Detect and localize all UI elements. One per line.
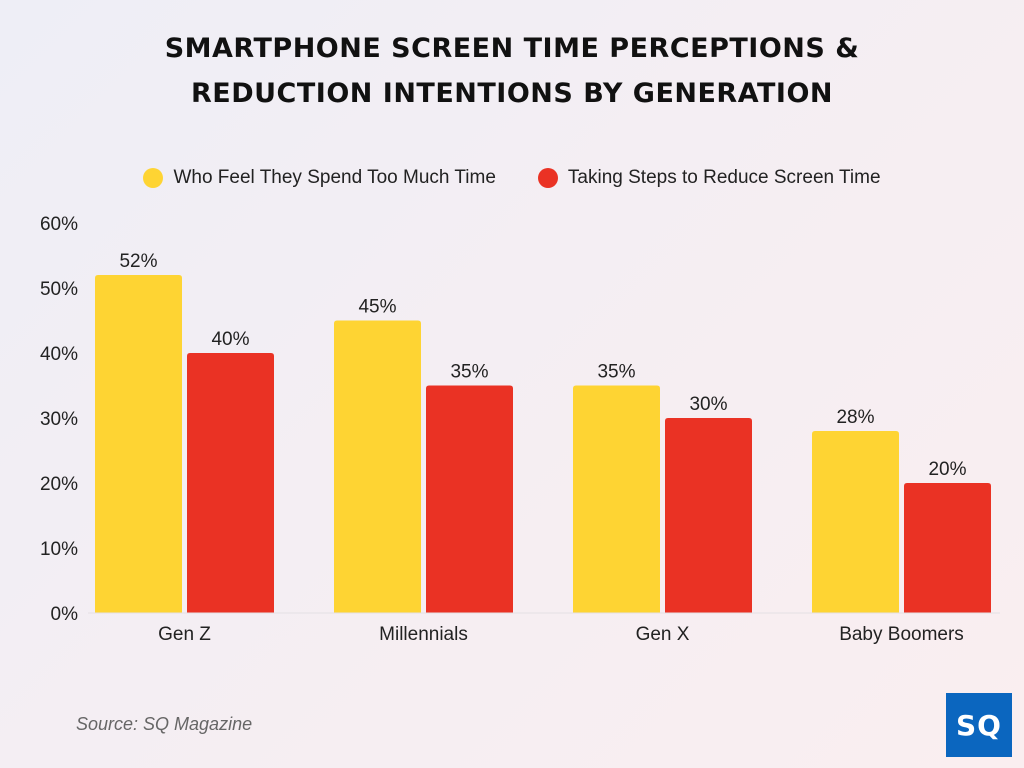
y-tick-label: 10% [40, 539, 78, 560]
y-tick-label: 60% [40, 214, 78, 235]
brand-logo: SQ [946, 693, 1012, 757]
data-label: 52% [119, 251, 157, 272]
chart-legend: Who Feel They Spend Too Much Time Taking… [0, 167, 1024, 189]
source-note: Source: SQ Magazine [76, 714, 253, 734]
data-label: 28% [836, 407, 874, 428]
data-label: 35% [597, 362, 635, 383]
data-label: 30% [689, 394, 727, 415]
bar [812, 431, 899, 613]
x-tick-label: Millennials [379, 624, 468, 645]
chart-title-line-1: SMARTPHONE SCREEN TIME PERCEPTIONS & [164, 33, 860, 64]
x-tick-label: Baby Boomers [839, 624, 964, 645]
data-label: 35% [450, 362, 488, 383]
bar [573, 385, 660, 613]
y-tick-label: 0% [51, 604, 79, 625]
chart-title-line-2: REDUCTION INTENTIONS BY GENERATION [190, 78, 834, 109]
legend-label-series-1: Who Feel They Spend Too Much Time [173, 167, 496, 188]
bar [665, 418, 752, 613]
y-tick-label: 40% [40, 344, 78, 365]
legend-item-series-1: Who Feel They Spend Too Much Time [143, 167, 496, 189]
bar [904, 483, 991, 613]
legend-swatch-series-2 [537, 168, 558, 188]
legend-item-series-2: Taking Steps to Reduce Screen Time [537, 167, 881, 189]
data-label: 45% [358, 297, 396, 318]
bar-chart: 0% 10% 20% 30% 40% 50% 60% 52% 40% Gen Z 45% 35% Mil… [40, 214, 1000, 645]
y-tick-label: 20% [40, 474, 78, 495]
bar [334, 320, 421, 613]
bar [187, 353, 274, 613]
y-tick-label: 50% [40, 279, 78, 300]
bar [426, 385, 513, 613]
data-label: 20% [928, 459, 966, 480]
legend-swatch-series-1 [143, 168, 164, 188]
x-tick-label: Gen X [636, 624, 690, 645]
y-tick-label: 30% [40, 409, 78, 430]
data-label: 40% [211, 329, 249, 350]
legend-label-series-2: Taking Steps to Reduce Screen Time [567, 167, 881, 188]
bar [95, 275, 182, 613]
x-tick-label: Gen Z [158, 624, 211, 645]
